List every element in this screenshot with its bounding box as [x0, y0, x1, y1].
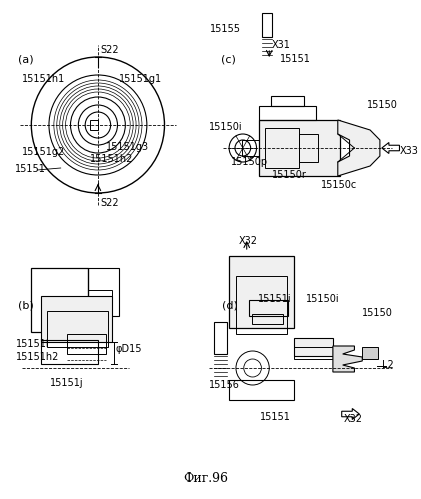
Text: (b): (b) [18, 300, 33, 310]
Text: 15155: 15155 [210, 24, 240, 34]
Bar [259, 120, 340, 176]
Text: (d): (d) [222, 300, 238, 310]
Bar [47, 311, 108, 347]
Text: Фиг.96: Фиг.96 [183, 472, 228, 485]
Text: 15151g2: 15151g2 [21, 147, 65, 157]
Text: X32: X32 [344, 414, 362, 424]
Text: 15151: 15151 [15, 164, 45, 174]
Text: X32: X32 [239, 236, 258, 246]
Bar [252, 314, 283, 324]
Text: 15151i: 15151i [258, 294, 291, 304]
Text: S22: S22 [101, 45, 120, 55]
Text: 15151g1: 15151g1 [120, 74, 163, 84]
Text: 15151j: 15151j [50, 378, 83, 388]
Text: 15151g3: 15151g3 [106, 142, 149, 152]
Text: X31: X31 [272, 40, 291, 50]
Bar [294, 338, 333, 356]
Bar [214, 322, 227, 354]
Bar [362, 347, 378, 359]
Bar [88, 290, 112, 326]
Bar [242, 140, 259, 156]
Text: 15156: 15156 [208, 380, 240, 390]
Text: φD15: φD15 [115, 344, 142, 354]
Bar [41, 340, 98, 364]
Bar [236, 276, 287, 334]
Text: 15151h2: 15151h2 [90, 154, 133, 164]
Bar [41, 296, 112, 342]
Bar [229, 380, 294, 400]
Text: 15150c: 15150c [321, 180, 357, 190]
Bar [265, 128, 298, 168]
Text: (c): (c) [221, 54, 236, 64]
Text: S22: S22 [101, 198, 120, 208]
Bar [67, 334, 106, 354]
Polygon shape [333, 346, 362, 372]
Bar [90, 120, 98, 130]
Bar [31, 268, 88, 332]
Text: 15151h1: 15151h1 [21, 74, 65, 84]
Bar [271, 96, 304, 106]
Polygon shape [342, 409, 360, 420]
Bar [88, 268, 120, 316]
Bar [229, 256, 294, 328]
Text: X33: X33 [400, 146, 418, 156]
Bar [262, 13, 272, 37]
Text: 15150: 15150 [367, 100, 398, 110]
Polygon shape [338, 120, 380, 176]
Bar [259, 106, 316, 120]
Text: 15151i: 15151i [16, 339, 49, 349]
Text: (a): (a) [18, 54, 33, 64]
Text: 15151: 15151 [280, 54, 311, 64]
Bar [298, 134, 318, 162]
Text: 15150i: 15150i [306, 294, 339, 304]
Text: 15150: 15150 [362, 308, 393, 318]
Text: 15151h2: 15151h2 [16, 352, 59, 362]
Text: 15150p: 15150p [231, 157, 268, 167]
Polygon shape [382, 143, 400, 154]
Bar [294, 347, 333, 359]
Text: 15150i: 15150i [208, 122, 242, 132]
Text: 15150r: 15150r [272, 170, 307, 180]
Text: L2: L2 [382, 360, 394, 370]
Text: 15151: 15151 [259, 412, 290, 422]
Bar [249, 300, 288, 316]
